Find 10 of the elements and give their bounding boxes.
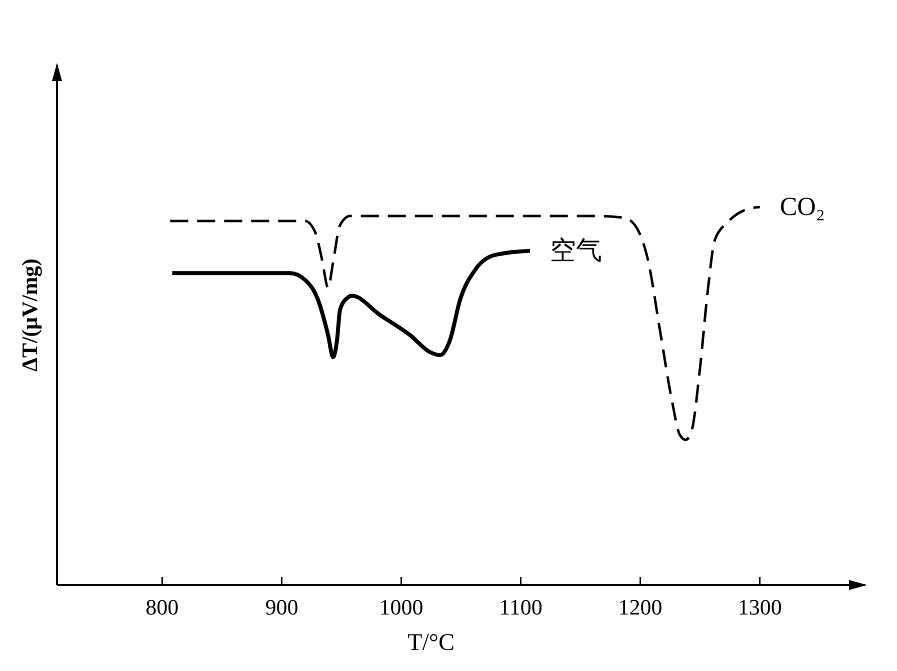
x-tick-label: 1100	[499, 594, 542, 620]
x-tick-label: 800	[146, 594, 179, 620]
series-label: CO₂	[780, 192, 826, 221]
x-axis-title: T/°C	[408, 630, 454, 656]
x-tick-label: 1000	[379, 594, 424, 620]
x-tick-label: 1300	[738, 594, 782, 620]
x-tick-label: 1200	[618, 594, 662, 620]
series-label: 空气	[550, 236, 602, 265]
x-tick-label: 900	[265, 594, 298, 620]
y-axis-title: ΔT/(μV/mg)	[17, 258, 42, 372]
